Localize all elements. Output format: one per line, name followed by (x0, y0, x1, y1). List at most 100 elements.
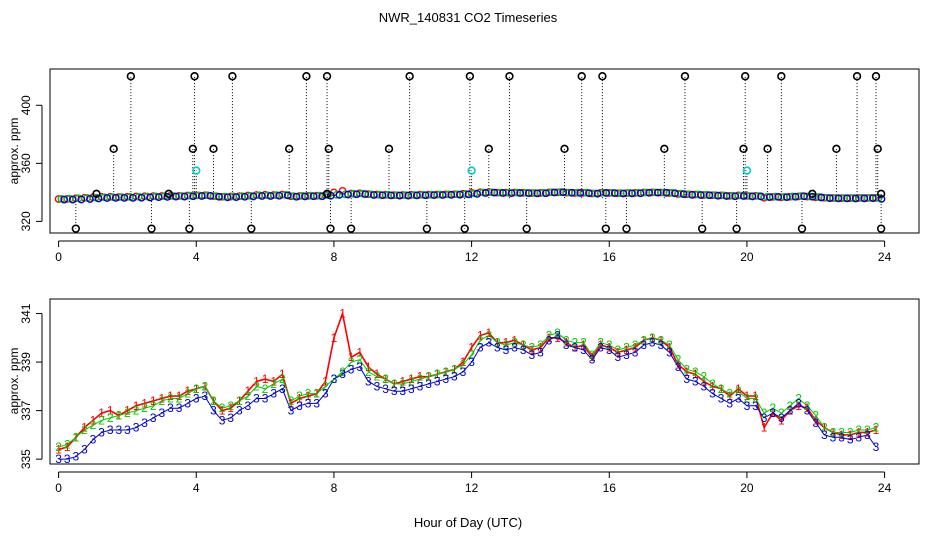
series-point-1: 1 (528, 343, 535, 357)
series-point-3: 3 (787, 404, 794, 418)
band-point-3 (404, 191, 413, 200)
series-point-3: 3 (210, 404, 217, 418)
series-point-2: 2 (167, 391, 174, 405)
series-point-3: 3 (202, 389, 209, 403)
band-point-3 (576, 189, 585, 197)
series-point-2: 2 (408, 375, 415, 389)
series-point-1: 1 (554, 331, 561, 345)
band-point-3 (68, 195, 77, 204)
band-point-3 (421, 191, 430, 200)
series-point-3: 3 (571, 341, 578, 355)
band-point-3 (868, 194, 877, 203)
series-point-3: 3 (124, 423, 131, 437)
series-point-3: 3 (356, 360, 363, 374)
outlier-point (622, 224, 631, 233)
series-point-2: 2 (460, 358, 467, 372)
series-point-1: 1 (571, 341, 578, 355)
series-point-2: 2 (804, 399, 811, 413)
band-point-3 (800, 192, 808, 201)
series-point-2: 2 (623, 341, 630, 355)
series-point-2: 2 (658, 333, 665, 347)
series-point-3: 3 (838, 430, 845, 444)
series-point-1: 1 (124, 404, 131, 418)
outlier-point (832, 144, 841, 154)
series-point-2: 2 (442, 365, 449, 379)
series-point-1: 1 (313, 387, 320, 401)
series-point-1: 1 (649, 331, 656, 345)
series-point-1: 1 (339, 307, 346, 321)
series-point-1: 1 (769, 406, 776, 420)
outlier-point (808, 189, 817, 199)
outlier-point (284, 144, 294, 154)
band-point-3 (283, 191, 292, 200)
series-point-2: 2 (528, 341, 535, 355)
band-point-3 (146, 193, 155, 202)
series-point-3: 3 (795, 396, 802, 410)
panel-2-x-tick-label: 24 (878, 481, 892, 495)
series-point-1: 1 (374, 367, 381, 381)
series-point-1: 1 (873, 423, 880, 437)
band-point-3 (757, 192, 765, 201)
band-point-3 (335, 190, 344, 199)
series-point-3: 3 (804, 404, 811, 418)
panel-1-x-tick-label: 8 (331, 250, 338, 264)
series-point-1: 1 (864, 425, 871, 439)
series-point-1: 1 (503, 336, 510, 350)
series-point-1: 1 (795, 399, 802, 413)
series-point-3: 3 (193, 391, 200, 405)
series-point-1: 1 (632, 341, 639, 355)
flagged-point (742, 166, 752, 175)
series-point-2: 2 (761, 406, 768, 420)
series-point-3: 3 (830, 430, 837, 444)
series-point-2: 2 (632, 338, 639, 352)
outlier-point (598, 72, 607, 81)
band-point-3 (499, 189, 507, 197)
series-point-2: 2 (72, 430, 79, 444)
series-point-3: 3 (873, 440, 880, 454)
series-line-2 (58, 332, 877, 448)
outlier-point (209, 144, 218, 154)
band-point-3 (602, 189, 611, 197)
outlier-point (601, 224, 611, 233)
series-point-3: 3 (305, 396, 312, 410)
series-point-2: 2 (279, 372, 286, 386)
series-point-2: 2 (494, 336, 501, 350)
series-point-2: 2 (451, 362, 458, 376)
series-point-2: 2 (55, 440, 62, 454)
panel-2-ylabel: approx. ppm (7, 348, 21, 415)
panel-1-frame (49, 68, 920, 234)
band-point-3 (473, 189, 482, 198)
series-point-2: 2 (537, 338, 544, 352)
panel-2-y-tick-label: 341 (19, 303, 33, 323)
series-point-3: 3 (864, 428, 871, 442)
series-point-2: 2 (202, 379, 209, 393)
band-point-3 (662, 188, 671, 197)
outlier-point (739, 144, 748, 154)
series-point-1: 1 (847, 428, 854, 442)
series-point-3: 3 (580, 343, 587, 357)
series-point-1: 1 (417, 370, 424, 384)
series-point-3: 3 (425, 377, 432, 391)
band-point-3 (524, 189, 533, 197)
band-point-3 (352, 190, 361, 199)
series-point-1: 1 (115, 408, 122, 422)
series-point-1: 1 (451, 362, 458, 376)
series-point-3: 3 (279, 382, 286, 396)
band-point-3 (550, 188, 559, 197)
series-point-2: 2 (554, 326, 561, 340)
band-point-3 (731, 192, 740, 201)
series-point-1: 1 (615, 345, 622, 359)
series-point-2: 2 (546, 328, 553, 342)
band-point-3 (60, 195, 69, 204)
series-point-3: 3 (546, 333, 553, 347)
series-point-1: 1 (210, 394, 217, 408)
band-point-3 (215, 192, 223, 201)
series-point-1: 1 (141, 396, 148, 410)
band-point-3 (636, 189, 645, 198)
outlier-point (876, 224, 886, 233)
series-point-1: 1 (322, 375, 329, 389)
series-point-1: 1 (176, 389, 183, 403)
series-point-3: 3 (632, 345, 639, 359)
